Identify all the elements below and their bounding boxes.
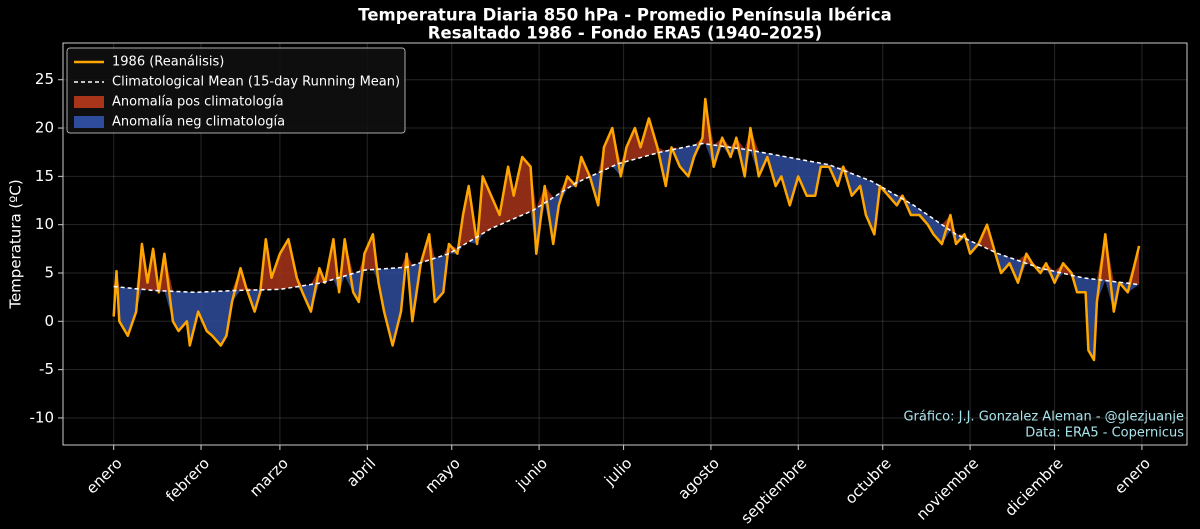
y-axis-label: Temperatura (ºC) [7, 179, 25, 309]
legend-swatch [74, 116, 104, 128]
y-tick-label: 15 [35, 167, 54, 185]
y-tick-label: -5 [39, 360, 54, 378]
plot-frame [62, 42, 1188, 446]
y-tick-label: 10 [35, 215, 54, 233]
y-tick-label: 5 [44, 263, 54, 281]
climatology-line [113, 142, 1140, 294]
y-tick-label: 0 [44, 312, 54, 330]
y-tick-label: 25 [35, 70, 54, 88]
line-1986 [112, 97, 1141, 362]
y-tick-label: -10 [30, 408, 55, 426]
annotation: Gráfico: J.J. Gonzalez Aleman - @glezjua… [903, 410, 1184, 425]
legend-box [66, 47, 406, 134]
chart-title: Temperatura Diaria 850 hPa - Promedio Pe… [358, 6, 891, 25]
annotation: Data: ERA5 - Copernicus [1025, 426, 1184, 441]
positive-anomaly-fill [113, 99, 1140, 293]
y-tick-label: 20 [35, 119, 54, 137]
legend-label: 1986 (Reanálisis) [112, 55, 224, 70]
legend-label: Anomalía pos climatología [112, 95, 284, 110]
chart-subtitle: Resaltado 1986 - Fondo ERA5 (1940–2025) [428, 24, 822, 43]
negative-anomaly-fill [113, 143, 1140, 360]
legend-label: Climatological Mean (15-day Running Mean… [112, 75, 400, 90]
legend: 1986 (Reanálisis) Climatological Mean (15… [66, 47, 406, 134]
legend-swatch [74, 96, 104, 108]
legend-label: Anomalía neg climatología [112, 115, 285, 130]
